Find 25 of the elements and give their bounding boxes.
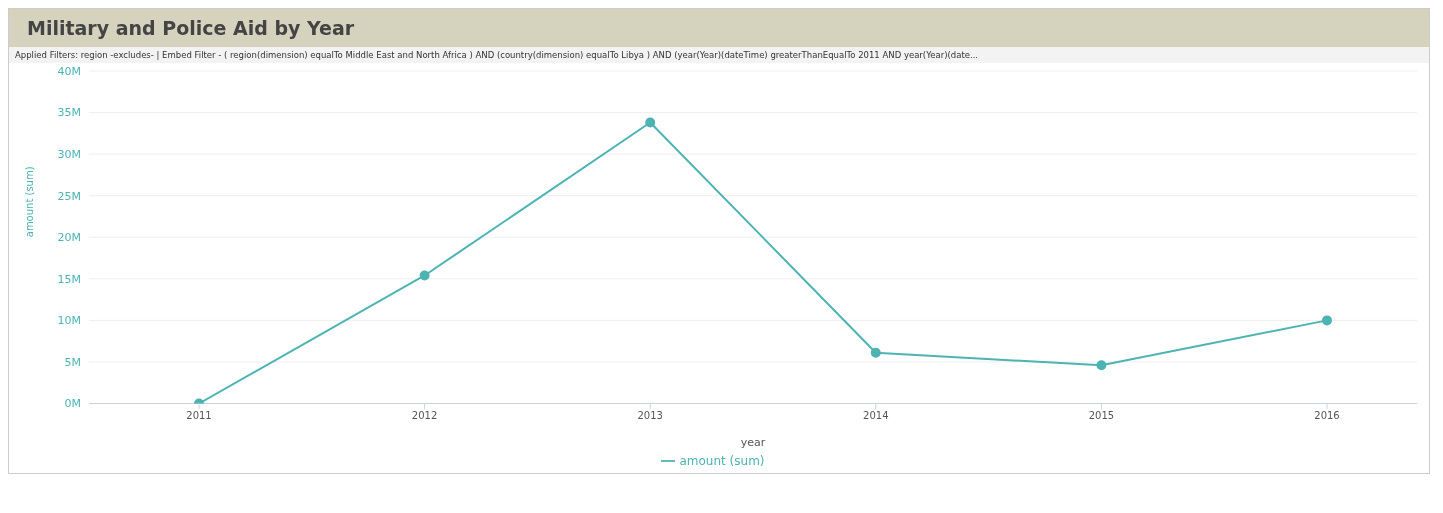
y-tick-label: 5M xyxy=(64,355,81,369)
chart-title: Military and Police Aid by Year xyxy=(9,9,1429,47)
y-tick-label: 35M xyxy=(57,106,81,120)
y-tick-label: 40M xyxy=(57,64,81,78)
point xyxy=(870,347,881,358)
x-axis-title: year xyxy=(740,435,766,449)
x-tick-label: 2015 xyxy=(1088,409,1115,421)
legend-label: amount (sum) xyxy=(679,453,765,468)
x-tick-label: 2011 xyxy=(186,409,212,421)
y-tick-label: 15M xyxy=(57,272,81,286)
x-tick-label: 2012 xyxy=(411,409,438,421)
y-tick-label: 0M xyxy=(64,397,81,411)
x-tick-label: 2014 xyxy=(863,409,889,421)
y-tick-label: 25M xyxy=(57,189,81,203)
y-axis-title: amount (sum) xyxy=(23,166,35,238)
point xyxy=(1322,315,1332,326)
chart-subtitle: Applied Filters: region -excludes- | Embed Filter - ( region(dimension) equalTo Middle East and North Africa ) AND (country(dimension) equalTo Libya ) AND (year(Year)(dateTime) greaterThanEqualTo 2011 AND year(Year)(date... xyxy=(9,47,1429,63)
point xyxy=(419,270,430,281)
y-tick-label: 30M xyxy=(57,148,81,162)
point xyxy=(645,117,656,128)
x-tick-label: 2013 xyxy=(637,409,663,421)
y-tick-label: 20M xyxy=(57,231,81,245)
x-tick-label: 2016 xyxy=(1314,409,1340,421)
y-tick-label: 10M xyxy=(57,314,81,328)
point xyxy=(1096,360,1107,371)
